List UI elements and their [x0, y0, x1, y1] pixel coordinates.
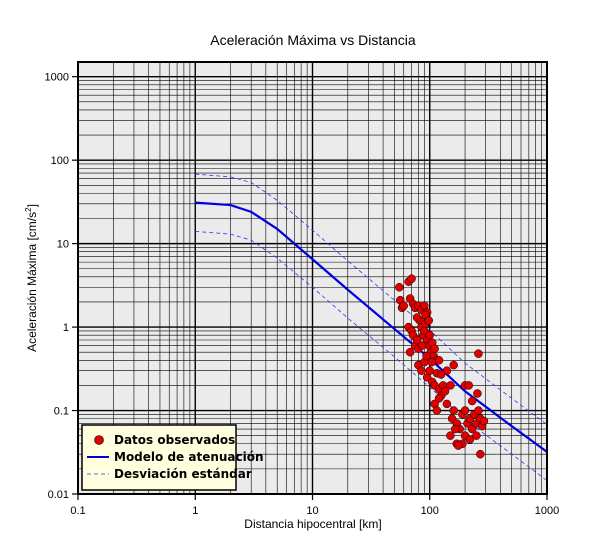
data-point	[449, 406, 458, 415]
data-point	[473, 389, 482, 398]
data-point	[440, 387, 450, 396]
legend-label-std: Desviación estándar	[114, 467, 252, 481]
x-axis-label: Distancia hipocentral [km]	[244, 517, 381, 531]
data-point	[432, 406, 442, 415]
data-point	[412, 313, 422, 322]
data-point	[464, 381, 473, 390]
data-point	[425, 366, 434, 375]
y-tick-label: 0.1	[54, 406, 69, 418]
y-tick-label: 1000	[45, 72, 69, 84]
data-point	[467, 396, 477, 406]
y-axis-label-superscript: 2	[24, 207, 33, 212]
x-tick-label: 0.1	[70, 505, 85, 517]
data-points	[395, 274, 489, 459]
data-point	[474, 349, 483, 358]
x-tick-label: 100	[421, 505, 439, 517]
legend-label-points: Datos observados	[114, 433, 235, 447]
data-point	[417, 341, 427, 350]
x-tick-label: 1000	[535, 505, 559, 517]
legend-label-model: Modelo de atenuación	[114, 450, 264, 464]
data-point	[434, 356, 444, 365]
data-point	[417, 366, 426, 375]
series-line-1	[195, 201, 548, 453]
y-tick-labels: 0.01 0.1 1 10 100 1000	[45, 72, 78, 501]
data-point	[479, 416, 489, 426]
data-point	[442, 399, 452, 409]
y-tick-label: 1	[63, 322, 69, 334]
data-point	[446, 381, 455, 390]
data-point	[405, 347, 415, 357]
data-point	[422, 351, 431, 361]
model-curves	[195, 173, 548, 481]
data-point	[474, 406, 483, 415]
y-axis-label-close: ]	[25, 204, 39, 207]
data-point	[436, 370, 446, 379]
data-point	[446, 431, 455, 440]
data-point	[460, 406, 470, 415]
data-point	[407, 274, 416, 283]
y-axis-label-text: Aceleración Máxima [cm/s	[25, 212, 39, 352]
legend: Datos observados Modelo de atenuación De…	[81, 424, 264, 491]
series-dashed-2	[195, 173, 548, 425]
series-dashed-3	[195, 231, 548, 481]
x-tick-label: 1	[192, 505, 198, 517]
data-point	[465, 435, 475, 444]
data-point	[395, 283, 404, 292]
chart-title: Aceleración Máxima vs Distancia	[210, 32, 416, 48]
data-point	[425, 330, 434, 340]
data-point	[454, 441, 463, 450]
y-tick-label: 10	[57, 239, 69, 251]
y-tick-label: 100	[51, 155, 69, 167]
data-point	[427, 357, 436, 367]
data-point	[412, 335, 422, 345]
data-point	[424, 316, 433, 325]
data-point	[476, 449, 485, 459]
y-axis-label: Aceleración Máxima [cm/s2]	[24, 204, 39, 352]
y-tick-label: 0.01	[48, 489, 69, 501]
x-tick-labels: 0.1 1 10 100 1000	[70, 494, 559, 517]
legend-marker-points	[94, 435, 104, 445]
data-point	[449, 360, 458, 370]
data-point	[434, 394, 444, 403]
x-tick-label: 10	[306, 505, 318, 517]
data-point	[472, 431, 481, 440]
data-point	[430, 344, 439, 353]
data-point	[399, 301, 408, 311]
data-point	[451, 424, 460, 434]
